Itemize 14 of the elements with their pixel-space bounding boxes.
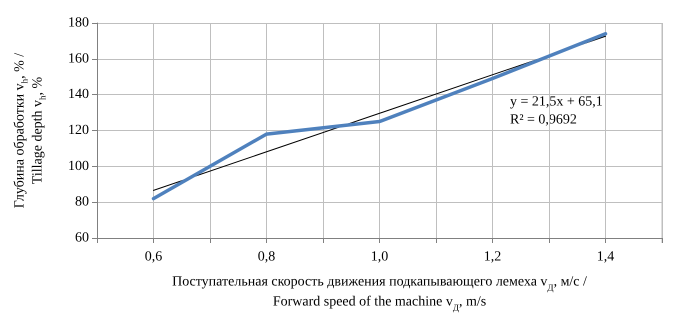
- x-tick-label: 1,2: [484, 250, 502, 264]
- y-tick-label: 140: [68, 87, 89, 102]
- x-tick-label: 1,0: [370, 250, 388, 264]
- y-tick-label: 180: [68, 16, 89, 30]
- y-tick-label: 100: [68, 158, 89, 174]
- y-tick-label: 80: [75, 194, 89, 210]
- annotation: y = 21,5x + 65,1: [510, 94, 603, 110]
- y-tick-label: 120: [68, 123, 89, 138]
- x-tick-label: 1,4: [596, 250, 614, 264]
- x-tick-label: 0,6: [144, 250, 162, 264]
- annotation: R² = 0,9692: [510, 112, 577, 128]
- x-tick-label: 0,8: [258, 250, 276, 264]
- y-tick-label: 60: [75, 230, 89, 246]
- y-tick-label: 160: [68, 51, 89, 66]
